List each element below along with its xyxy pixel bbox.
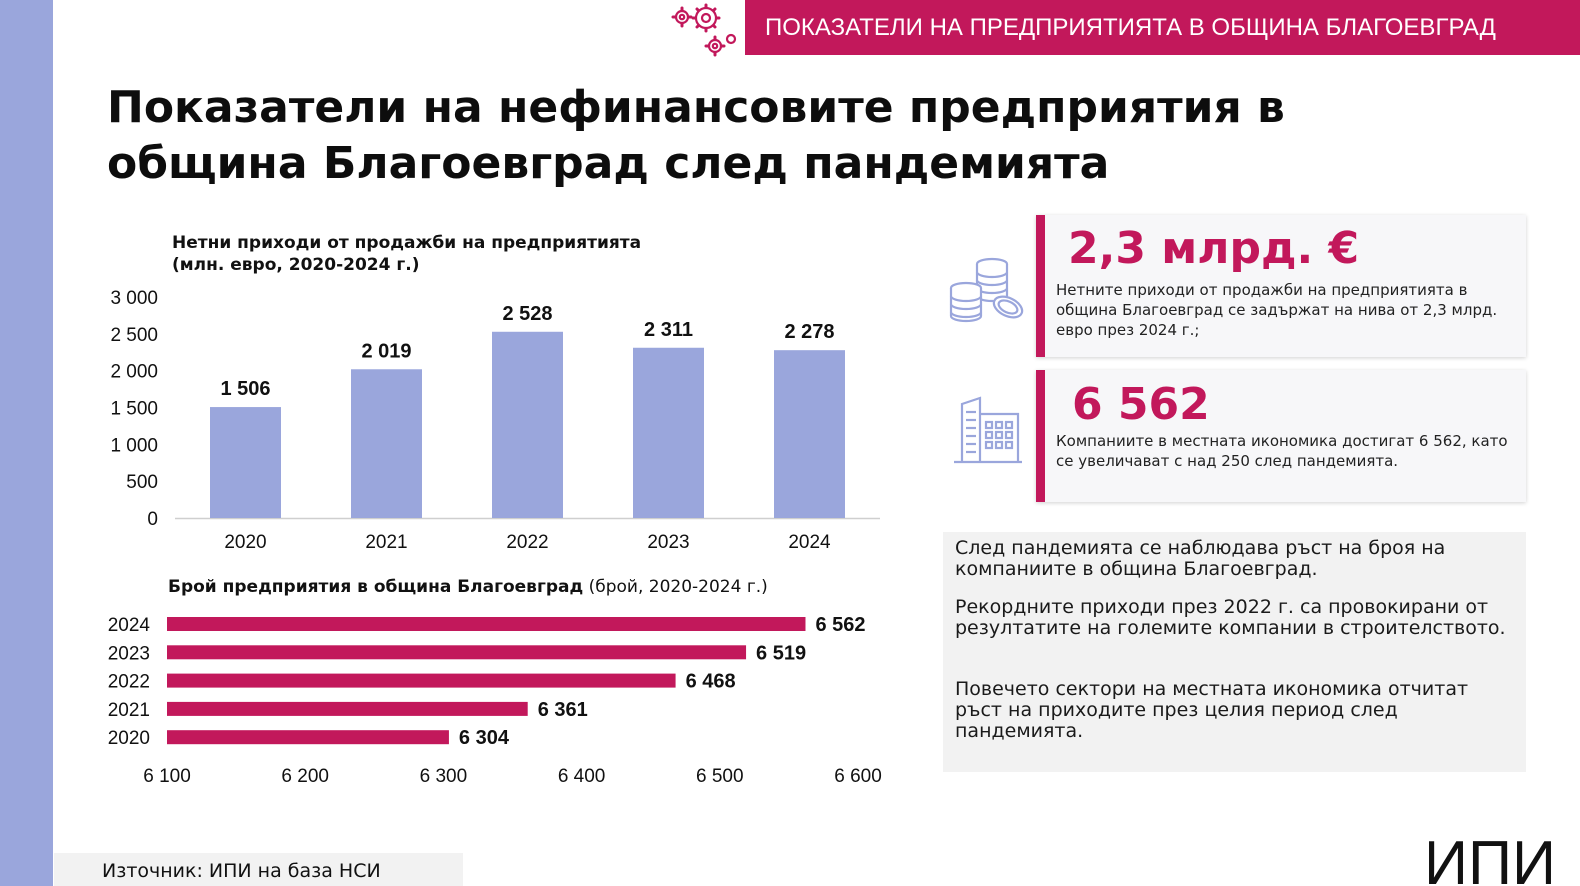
header-banner: ПОКАЗАТЕЛИ НА ПРЕДПРИЯТИЯТА В ОБЩИНА БЛА… xyxy=(745,0,1580,55)
companies-bar xyxy=(167,730,449,745)
x-tick-label: 2022 xyxy=(506,532,548,553)
y-category-label: 2020 xyxy=(108,728,150,749)
x-tick-label: 2020 xyxy=(224,532,266,553)
companies-value-label: 6 519 xyxy=(756,642,806,664)
companies-bar xyxy=(167,645,747,660)
y-tick-label: 3 000 xyxy=(110,288,158,309)
x-tick-label: 6 100 xyxy=(143,766,191,787)
revenue-value-label: 2 278 xyxy=(784,321,834,343)
companies-value-label: 6 361 xyxy=(538,699,588,721)
page-title-line-2: община Благоевград след пандемията xyxy=(107,138,1110,189)
companies-chart-title-bold: Брой предприятия в община Благоевград xyxy=(168,577,584,597)
revenue-value-label: 1 506 xyxy=(220,378,270,400)
revenue-bar xyxy=(351,369,422,518)
companies-value-label: 6 468 xyxy=(686,671,736,693)
companies-bar xyxy=(167,673,676,688)
revenue-bar xyxy=(774,350,845,518)
companies-chart-title: Брой предприятия в община Благоевград (б… xyxy=(168,576,868,598)
y-tick-label: 2 000 xyxy=(110,362,158,383)
companies-value-label: 6 304 xyxy=(459,727,510,749)
revenue-chart-title: Нетни приходи от продажби на предприятия… xyxy=(172,232,792,276)
revenue-stat-description: Нетните приходи от продажби на предприят… xyxy=(1056,281,1498,339)
ipi-logo-text: ИПИ xyxy=(1424,829,1556,886)
companies-value-label: 6 562 xyxy=(815,614,865,636)
y-category-label: 2021 xyxy=(108,700,150,721)
building-icon xyxy=(954,396,1022,464)
y-category-label: 2024 xyxy=(108,615,151,636)
coins-icon xyxy=(949,257,1024,323)
x-tick-label: 2021 xyxy=(365,532,407,553)
note-paragraph: Повечето сектори на местната икономика о… xyxy=(955,678,1469,742)
revenue-bar xyxy=(633,347,704,518)
revenue-bar xyxy=(210,407,281,518)
revenue-stat-card xyxy=(1036,215,1526,357)
page-title: Показатели на нефинансовите предприятия … xyxy=(107,80,1407,192)
x-tick-label: 6 400 xyxy=(558,766,606,787)
x-tick-label: 2024 xyxy=(788,532,831,553)
y-tick-label: 2 500 xyxy=(110,325,158,346)
page-title-line-1: Показатели на нефинансовите предприятия … xyxy=(107,82,1285,133)
revenue-value-label: 2 311 xyxy=(644,319,693,341)
revenue-bar xyxy=(492,331,563,518)
y-tick-label: 1 000 xyxy=(110,435,158,456)
companies-stat-card xyxy=(1036,370,1526,502)
companies-chart-title-rest: (брой, 2020-2024 г.) xyxy=(583,577,768,597)
x-tick-label: 6 500 xyxy=(696,766,744,787)
note-paragraph: Рекордните приходи през 2022 г. са прово… xyxy=(955,596,1506,639)
note-paragraph: След пандемията се наблюдава ръст на бро… xyxy=(955,537,1446,580)
companies-bar-chart: 2024 6 562 2023 6 519 2022 6 468 2021 6 361 2020… xyxy=(108,614,882,787)
x-tick-label: 2023 xyxy=(647,532,689,553)
revenue-chart-title-line-2: (млн. евро, 2020-2024 г.) xyxy=(172,255,420,275)
x-tick-label: 6 600 xyxy=(834,766,882,787)
side-accent-bar xyxy=(0,0,53,886)
companies-stat-description: Компаниите в местната икономика достигат… xyxy=(1056,432,1508,470)
x-tick-label: 6 200 xyxy=(281,766,329,787)
y-tick-label: 1 500 xyxy=(110,399,158,420)
revenue-chart-title-line-1: Нетни приходи от продажби на предприятия… xyxy=(172,233,642,253)
revenue-stat-value: 2,3 млрд. € xyxy=(1068,223,1360,274)
y-category-label: 2023 xyxy=(108,643,150,664)
companies-bar xyxy=(167,617,806,631)
revenue-bar-chart: 0 500 1 000 1 500 2 000 2 500 3 000 1 506 2020 2 … xyxy=(110,288,880,553)
y-category-label: 2022 xyxy=(108,672,150,693)
notes-panel xyxy=(943,532,1526,772)
x-tick-label: 6 300 xyxy=(420,766,468,787)
gears-icon xyxy=(671,3,737,57)
y-tick-label: 0 xyxy=(147,509,158,530)
source-note: Източник: ИПИ на база НСИ xyxy=(54,853,463,886)
companies-bar xyxy=(167,701,528,716)
companies-stat-value: 6 562 xyxy=(1072,379,1210,430)
ipi-logo: ИПИ xyxy=(1424,829,1556,886)
revenue-value-label: 2 528 xyxy=(502,303,552,325)
y-tick-label: 500 xyxy=(126,472,158,493)
revenue-value-label: 2 019 xyxy=(361,340,411,362)
